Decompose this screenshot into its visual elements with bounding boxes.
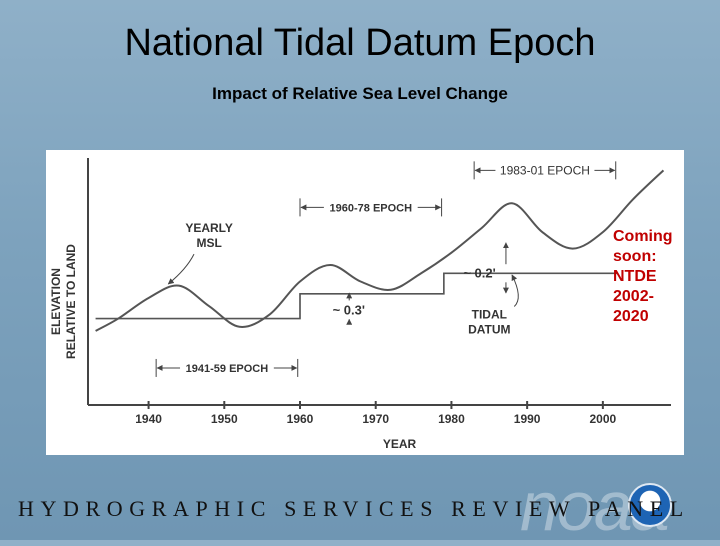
epoch-label: 1941-59 EPOCH	[186, 363, 269, 375]
x-tick-label: 1960	[287, 412, 314, 426]
note-line: 2002-	[613, 288, 654, 305]
annotation-diff-02: ~ 0.2'	[463, 265, 495, 280]
annotation-arrow	[167, 253, 195, 285]
x-tick-label: 1950	[211, 412, 238, 426]
annotation-datum: DATUM	[468, 323, 510, 337]
epoch-label: 1983-01 EPOCH	[500, 163, 590, 177]
epoch-label: 1960-78 EPOCH	[330, 202, 413, 214]
x-axis-label: YEAR	[383, 437, 417, 451]
note-line: soon:	[613, 248, 657, 265]
y-axis-label: ELEVATION	[49, 268, 63, 335]
x-tick-label: 1980	[438, 412, 465, 426]
annotation-msl: MSL	[196, 236, 221, 250]
note-line: NTDE	[613, 268, 657, 285]
yearly-msl-line	[95, 169, 665, 332]
chart-panel: 1940 1950 1960 1970 1980 1990 2000 YEAR ELEVATIO…	[46, 150, 684, 455]
sea-level-chart: 1940 1950 1960 1970 1980 1990 2000 YEAR ELEVATIO…	[49, 158, 671, 451]
noaa-seal-icon	[628, 483, 672, 527]
annotation-diff-03: ~ 0.3'	[333, 302, 365, 317]
annotation-tidal: TIDAL	[472, 308, 507, 322]
x-tick-label: 1970	[362, 412, 389, 426]
annotation-arrow	[511, 274, 519, 307]
note-line: 2020	[613, 308, 649, 325]
slide-subtitle: Impact of Relative Sea Level Change	[212, 84, 508, 103]
slide-title: National Tidal Datum Epoch	[124, 22, 596, 64]
note-line: Coming	[613, 228, 673, 245]
x-tick-label: 2000	[590, 412, 617, 426]
x-tick-label: 1940	[135, 412, 162, 426]
y-axis-label: RELATIVE TO LAND	[64, 244, 78, 359]
ntde-note: Coming soon: NTDE 2002- 2020	[613, 227, 687, 327]
footer-panel-name: HYDROGRAPHIC SERVICES REVIEW PANEL	[18, 496, 690, 521]
tidal-datum-line	[95, 272, 618, 320]
annotation-yearly: YEARLY	[185, 221, 233, 235]
x-tick-label: 1990	[514, 412, 541, 426]
